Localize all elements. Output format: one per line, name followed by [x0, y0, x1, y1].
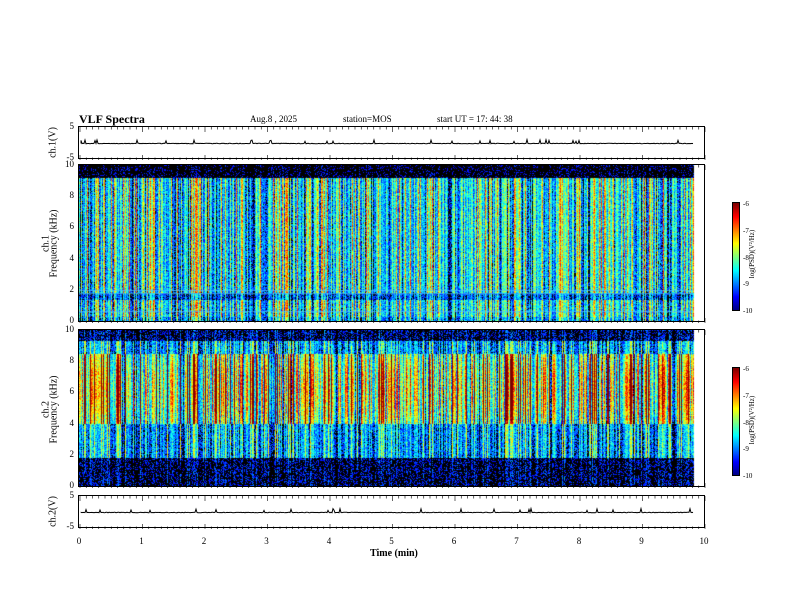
- frequency-tick-label: 4: [69, 417, 75, 428]
- ch1-waveform-panel: [78, 126, 706, 160]
- colorbar-tick-label: -9: [743, 445, 749, 454]
- ch2-spectrogram-axes: [79, 330, 706, 488]
- ch2-waveform-ylabel: ch.2(V): [47, 496, 59, 527]
- x-tick-label: 8: [576, 536, 582, 546]
- x-tick-label: 2: [201, 536, 207, 546]
- ch1-waveform-plot: [79, 127, 706, 160]
- x-tick-label: 9: [639, 536, 644, 546]
- x-tick-label: 4: [326, 536, 332, 546]
- x-tick-label: 3: [264, 536, 269, 546]
- x-tick-label: 1: [139, 536, 144, 546]
- frequency-tick-label: 6: [69, 221, 75, 232]
- ch2-waveform-panel: [78, 495, 706, 529]
- ch1-colorbar-label: log(PSD)(V²/Hz): [748, 229, 756, 279]
- colorbar-tick-label: -7: [743, 226, 749, 235]
- ch1-colorbar: [732, 202, 740, 311]
- colorbar-tick-label: -6: [743, 365, 749, 373]
- ch2-wf-ytick-top: 5: [69, 490, 75, 500]
- frequency-tick-label: 2: [69, 283, 75, 294]
- frequency-tick-label: 8: [69, 355, 75, 366]
- ch1-spectrogram-ylabel-freq: Frequency (kHz): [48, 209, 60, 278]
- x-tick-label: 6: [451, 536, 457, 546]
- ch1-wf-ytick-top: 5: [69, 121, 75, 131]
- x-tick-label: 5: [389, 536, 394, 546]
- colorbar-tick-label: -8: [743, 418, 749, 427]
- frequency-tick-label: 6: [69, 386, 75, 397]
- x-tick-label: 0: [76, 536, 82, 546]
- frequency-tick-label: 10: [65, 159, 74, 169]
- waveform-trace: [80, 506, 694, 515]
- ch2-colorbar: [732, 367, 740, 476]
- start-ut-label: start UT = 17: 44: 38: [437, 114, 513, 124]
- frequency-tick-label: 10: [65, 324, 74, 334]
- colorbar-tick-label: -8: [743, 253, 749, 262]
- station-label: station=MOS: [343, 114, 392, 124]
- chart-title: VLF Spectra: [79, 112, 145, 126]
- frequency-tick-label: 8: [69, 190, 75, 201]
- ch1-spectrogram-panel: [78, 164, 706, 323]
- ch2-colorbar-gradient: [733, 368, 739, 475]
- ch1-wf-ytick-bottom: -5: [66, 152, 75, 162]
- frequency-tick-label: 4: [69, 252, 75, 263]
- frequency-tick-label: 0: [69, 480, 75, 490]
- waveform-trace: [80, 137, 694, 146]
- ch2-wf-ytick-bottom: -5: [66, 521, 75, 531]
- ch2-waveform-plot: [79, 496, 706, 529]
- ch1-colorbar-gradient: [733, 203, 739, 310]
- ch1-spectrogram-axes: [79, 165, 706, 323]
- colorbar-tick-label: -9: [743, 280, 749, 289]
- x-tick-label: 7: [514, 536, 519, 546]
- x-axis-label: Time (min): [370, 548, 418, 559]
- ch2-spectrogram-panel: [78, 329, 706, 488]
- ch2-colorbar-label: log(PSD)(V²/Hz): [748, 395, 756, 445]
- colorbar-tick-label: -7: [743, 391, 749, 400]
- ch2-spectrogram-image: [79, 330, 704, 486]
- colorbar-tick-label: -10: [743, 307, 753, 315]
- colorbar-tick-label: -6: [743, 200, 749, 208]
- ch1-spectrogram-image: [79, 165, 704, 321]
- ch2-spectrogram-ylabel-freq: Frequency (kHz): [48, 375, 60, 444]
- frequency-tick-label: 2: [69, 448, 75, 459]
- x-tick-label: 10: [699, 536, 709, 546]
- frequency-tick-label: 0: [69, 315, 75, 325]
- date-label: Aug.8 , 2025: [250, 114, 297, 124]
- colorbar-tick-label: -10: [743, 472, 753, 480]
